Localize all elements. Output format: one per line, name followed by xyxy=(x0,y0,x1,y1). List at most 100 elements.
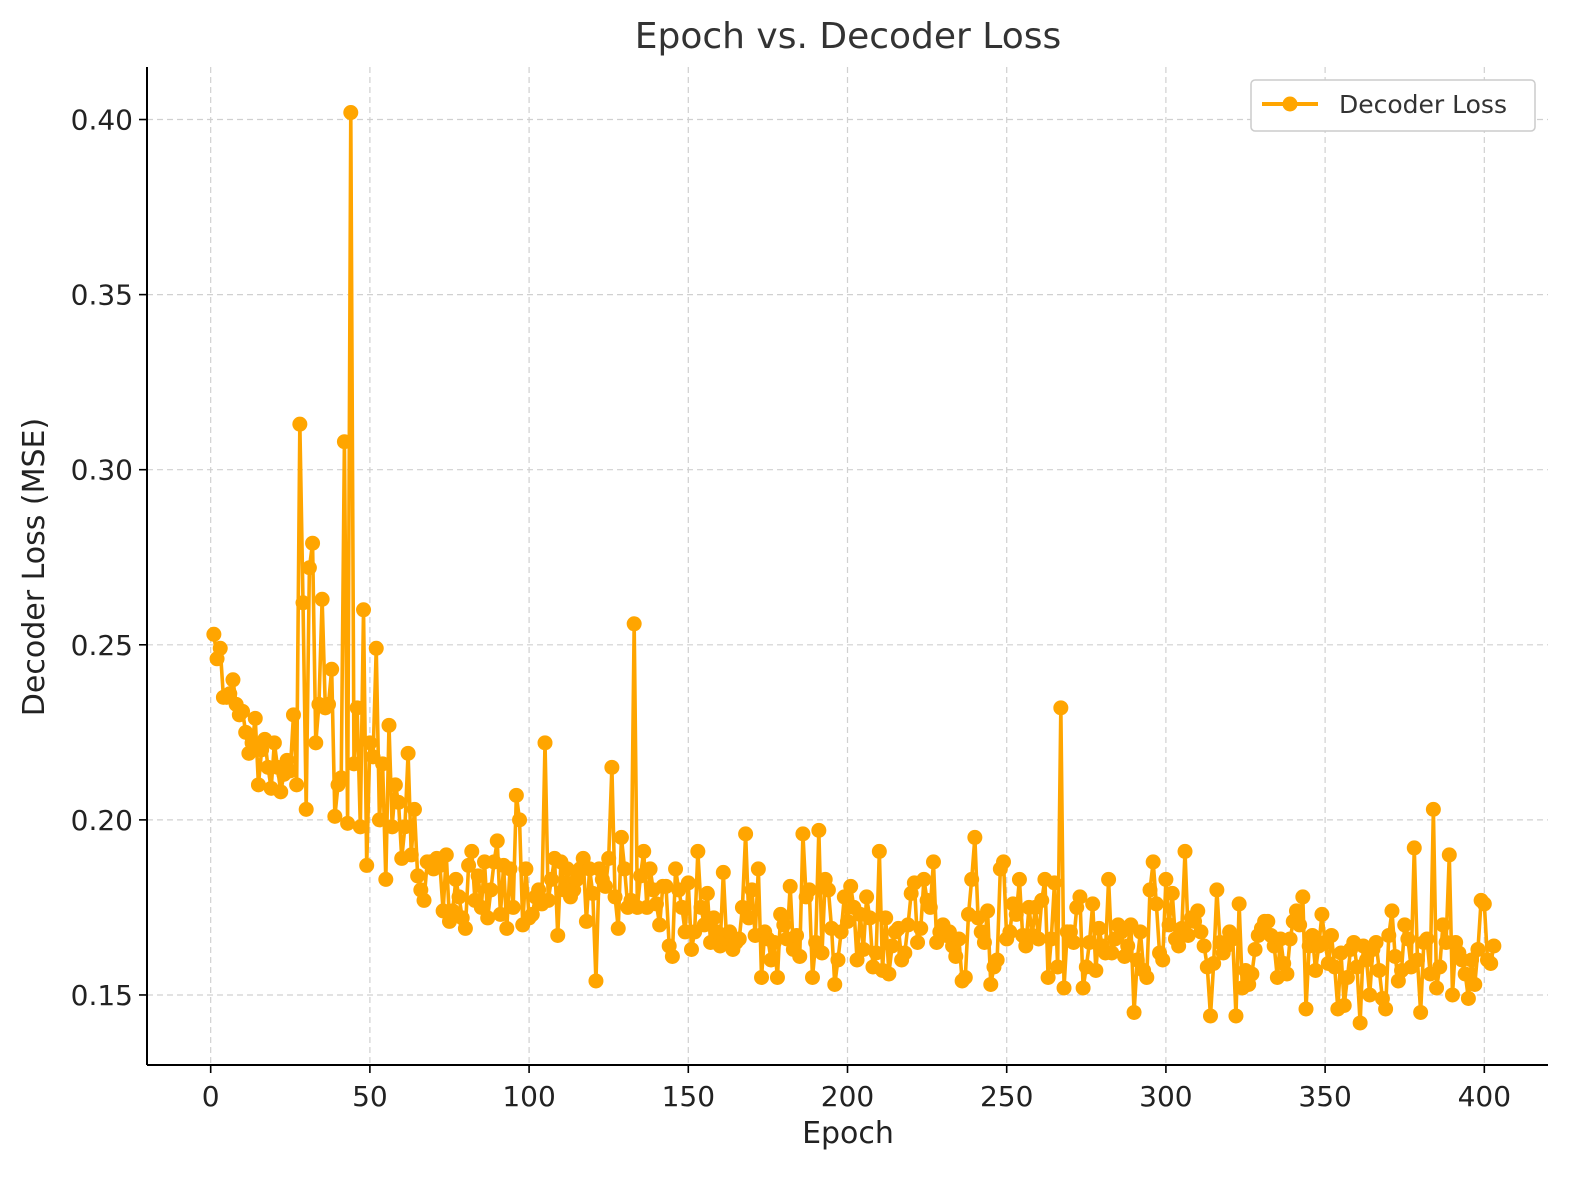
data-point xyxy=(610,920,626,936)
data-point xyxy=(910,934,926,950)
data-point xyxy=(1476,896,1492,912)
data-point xyxy=(951,931,967,947)
data-point xyxy=(1085,896,1101,912)
data-point xyxy=(617,861,633,877)
data-point xyxy=(301,560,317,576)
data-point xyxy=(989,952,1005,968)
data-point xyxy=(1292,917,1308,933)
data-point xyxy=(1190,903,1206,919)
data-point xyxy=(693,899,709,915)
data-point xyxy=(683,941,699,957)
data-point xyxy=(1081,934,1097,950)
data-point xyxy=(352,819,368,835)
data-point xyxy=(499,920,515,936)
data-point xyxy=(811,822,827,838)
data-point xyxy=(212,640,228,656)
data-point xyxy=(1066,934,1082,950)
data-point xyxy=(658,878,674,894)
data-point xyxy=(1298,1001,1314,1017)
data-point xyxy=(451,889,467,905)
data-point xyxy=(336,434,352,450)
data-point xyxy=(273,784,289,800)
data-point xyxy=(550,927,566,943)
data-point xyxy=(225,672,241,688)
data-point xyxy=(804,969,820,985)
data-point xyxy=(699,885,715,901)
data-point xyxy=(1225,931,1241,947)
y-tick-label: 0.20 xyxy=(71,804,133,837)
data-point xyxy=(1164,885,1180,901)
y-tick-label: 0.15 xyxy=(71,979,133,1012)
data-point xyxy=(1206,955,1222,971)
data-point xyxy=(1046,875,1062,891)
data-point xyxy=(1314,906,1330,922)
x-axis-ticks: 0 50 100 150 200 250 300 350 400 xyxy=(202,1065,1511,1113)
x-tick-label: 250 xyxy=(980,1080,1033,1113)
data-point xyxy=(1075,980,1091,996)
data-point xyxy=(789,927,805,943)
data-point xyxy=(349,700,365,716)
data-point xyxy=(1050,959,1066,975)
data-point xyxy=(518,861,534,877)
data-point xyxy=(410,868,426,884)
data-point xyxy=(884,938,900,954)
data-point xyxy=(531,882,547,898)
data-point xyxy=(457,920,473,936)
data-point xyxy=(626,616,642,632)
data-point xyxy=(1413,1004,1429,1020)
data-point xyxy=(340,815,356,831)
data-point xyxy=(738,826,754,842)
data-point xyxy=(327,808,343,824)
x-axis-label: Epoch xyxy=(802,1116,894,1151)
data-point xyxy=(1429,980,1445,996)
data-point xyxy=(1282,931,1298,947)
data-point xyxy=(843,878,859,894)
data-point xyxy=(922,899,938,915)
data-point xyxy=(731,931,747,947)
data-point xyxy=(1161,917,1177,933)
data-point xyxy=(1387,948,1403,964)
y-tick-label: 0.35 xyxy=(71,279,133,312)
data-point xyxy=(674,899,690,915)
data-point xyxy=(540,892,556,908)
data-point xyxy=(359,857,375,873)
chart-title: Epoch vs. Decoder Loss xyxy=(635,16,1062,57)
data-point xyxy=(266,735,282,751)
data-point xyxy=(298,801,314,817)
legend: Decoder Loss xyxy=(1250,79,1536,132)
data-point xyxy=(792,948,808,964)
data-point xyxy=(840,913,855,929)
data-point xyxy=(1371,962,1387,978)
data-point xyxy=(916,871,932,887)
data-point xyxy=(1101,871,1117,887)
data-point xyxy=(668,861,684,877)
data-point xyxy=(1460,990,1476,1006)
data-point xyxy=(690,843,706,859)
data-point xyxy=(403,847,419,863)
data-point xyxy=(1397,917,1413,933)
data-point xyxy=(333,770,349,786)
data-point xyxy=(343,105,359,121)
data-point xyxy=(1104,945,1120,961)
data-point xyxy=(1425,801,1441,817)
data-point xyxy=(489,833,505,849)
x-tick-label: 400 xyxy=(1458,1080,1511,1113)
data-point xyxy=(996,854,1012,870)
data-point xyxy=(448,871,464,887)
data-point xyxy=(1308,962,1324,978)
data-point xyxy=(648,896,664,912)
data-point xyxy=(292,416,308,432)
data-point xyxy=(820,882,836,898)
data-point xyxy=(827,976,843,992)
data-point xyxy=(871,843,887,859)
data-point xyxy=(480,910,496,926)
data-point xyxy=(913,920,929,936)
data-point xyxy=(384,819,400,835)
data-point xyxy=(1470,941,1486,957)
y-tick-label: 0.25 xyxy=(71,629,133,662)
data-point xyxy=(967,829,983,845)
data-point xyxy=(1193,924,1209,940)
data-point xyxy=(543,871,559,887)
